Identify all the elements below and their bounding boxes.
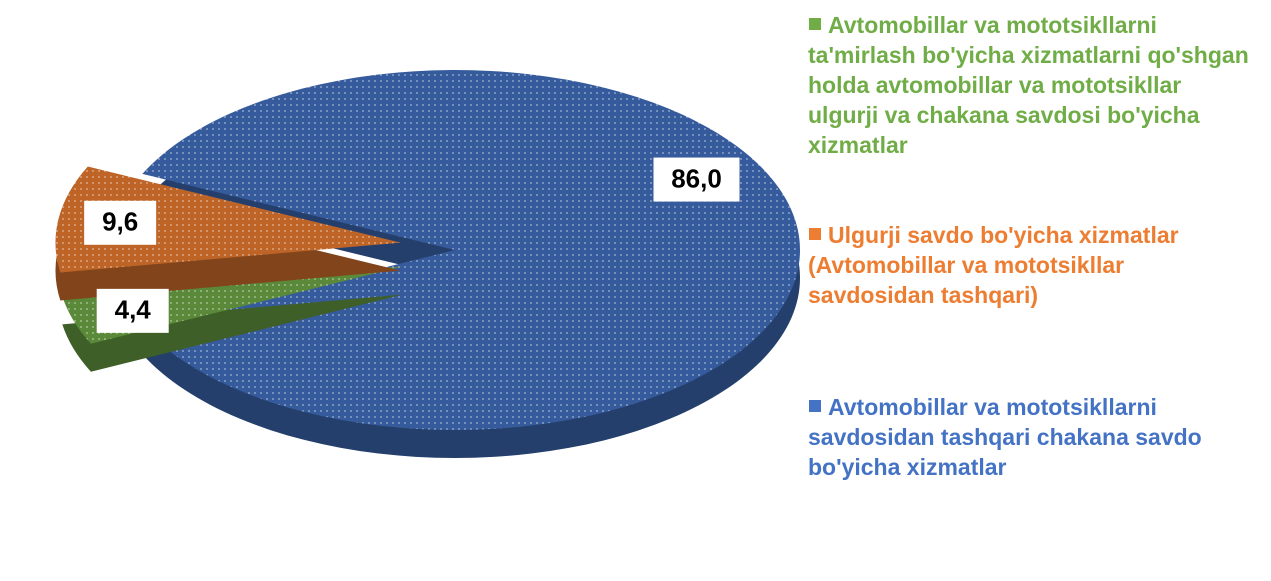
slice xyxy=(142,70,800,430)
legend-entry: Avtomobillar va mototsikllarni savdosida… xyxy=(808,392,1253,482)
data-label: 86,0 xyxy=(671,163,722,193)
legend-label: Ulgurji savdo bo'yicha xizmatlar (Avtomo… xyxy=(808,222,1179,308)
legend: Avtomobillar va mototsikllarni ta'mirlas… xyxy=(808,10,1253,542)
data-label: 9,6 xyxy=(102,207,138,237)
legend-entry: Avtomobillar va mototsikllarni ta'mirlas… xyxy=(808,10,1253,160)
label-box xyxy=(96,288,169,333)
legend-label: Avtomobillar va mototsikllarni savdosida… xyxy=(808,394,1202,480)
data-label: 4,4 xyxy=(115,295,152,325)
legend-marker xyxy=(808,17,822,31)
slice-side xyxy=(62,294,403,372)
legend-label: Avtomobillar va mototsikllarni ta'mirlas… xyxy=(808,12,1249,158)
legend-entry: Ulgurji savdo bo'yicha xizmatlar (Avtomo… xyxy=(808,220,1253,310)
label-box xyxy=(653,157,740,202)
legend-marker xyxy=(808,227,822,241)
slice xyxy=(55,166,401,273)
label-box xyxy=(84,200,157,245)
legend-marker xyxy=(808,399,822,413)
pie-area: 4,4 9,6 86,0 xyxy=(55,70,800,458)
